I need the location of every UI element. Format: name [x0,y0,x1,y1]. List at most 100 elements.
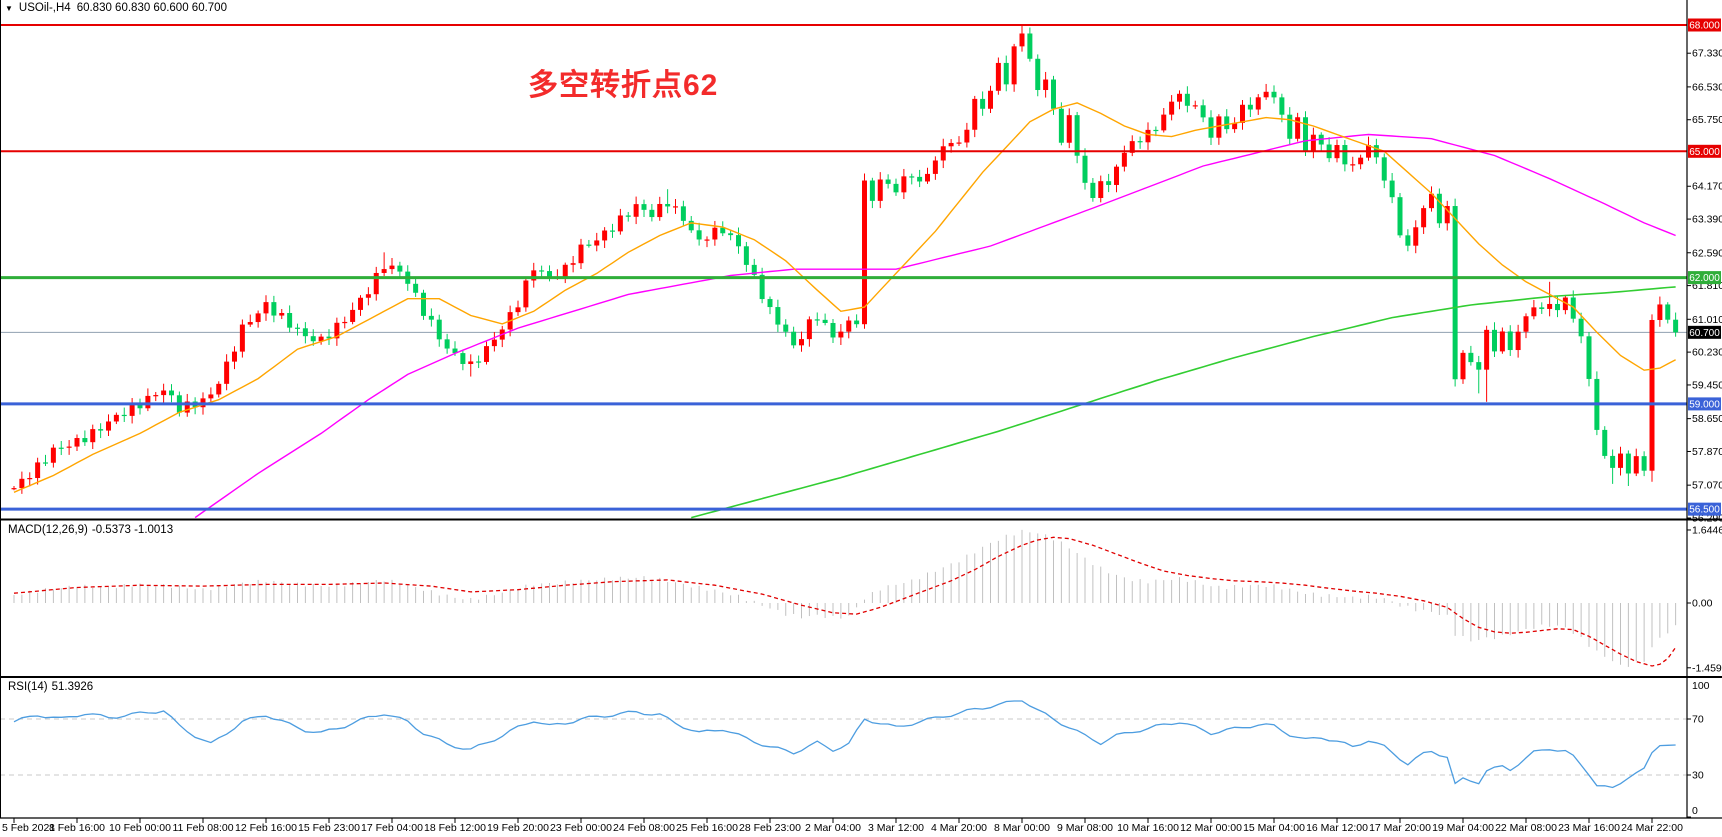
candle [1098,181,1104,198]
candle [610,230,615,232]
candle [570,263,576,265]
candle [869,180,875,201]
candle [421,292,426,316]
candle [1035,58,1041,91]
candle [1657,304,1663,320]
macd-indicator-label: MACD(12,26,9) -0.5373 -1.0013 [8,524,173,536]
price-tick-label: 59.450 [1692,379,1722,391]
date-label: 10 Mar 16:00 [1117,822,1179,834]
candle [1043,79,1049,91]
symbol-dropdown-arrow-icon[interactable]: ▼ [5,3,13,13]
price-tick-label: 57.070 [1692,480,1722,492]
candle [1539,307,1545,309]
candle [1066,115,1072,143]
candle [783,324,789,332]
candle [854,320,860,325]
candle [1090,182,1096,198]
price-badge-label: 56.500 [1689,505,1720,516]
candle [964,129,970,143]
candle [775,307,781,325]
candle [696,230,702,240]
candle [208,394,214,399]
candle [657,203,663,218]
date-label: 19 Feb 20:00 [487,822,549,834]
candle [98,429,104,431]
candle [1499,331,1505,352]
candle [814,319,820,321]
candle [334,322,340,339]
candle [1106,181,1112,185]
candle [1310,134,1316,151]
price-level-badge [1688,18,1721,32]
candle [279,312,285,316]
rsi-axis-label: 0 [1692,805,1698,817]
candle [436,319,442,340]
candle [649,209,655,218]
candle [27,478,33,480]
date-label: 5 Feb 2021 [2,822,55,834]
candle [145,395,151,409]
candle [1051,79,1056,109]
price-tick-label: 66.530 [1692,81,1722,93]
candle [1641,456,1647,471]
candle [901,176,907,193]
candle [1523,316,1529,332]
candle [862,180,867,325]
candle [1476,362,1482,370]
candle [1342,145,1348,165]
candle [1358,157,1364,165]
price-tick-label: 58.650 [1692,413,1722,425]
candle [751,264,757,275]
candle [680,206,686,221]
candle [1216,116,1222,138]
candle [113,414,119,422]
macd-axis-label: 1.6446 [1692,524,1722,536]
candle [806,319,812,340]
candlesticks [11,24,1679,494]
candle [791,331,797,346]
candle [1492,329,1497,352]
ma-green-line [691,286,1676,519]
candle [389,265,395,270]
date-label: 24 Feb 08:00 [613,822,675,834]
macd-axis-label: 0.00 [1692,598,1713,610]
candle [893,183,899,193]
candle [365,294,371,298]
date-label: 8 Feb 16:00 [49,822,105,834]
date-label: 10 Feb 00:00 [109,822,171,834]
candle [1429,193,1434,209]
candle [515,307,521,313]
candle [1413,227,1419,246]
candle [759,274,765,300]
candle [1303,117,1308,151]
candle [295,327,300,329]
rsi-axis-label: 30 [1692,770,1704,782]
price-tick-label: 60.230 [1692,347,1722,359]
candle [877,179,883,201]
candle [1405,235,1411,246]
price-level-badge [1688,397,1721,411]
candle [484,346,489,362]
candle [1531,307,1537,317]
candle [326,336,332,339]
date-label: 17 Feb 04:00 [361,822,423,834]
candle [1184,93,1190,106]
candle [1515,331,1521,351]
date-label: 23 Feb 00:00 [550,822,612,834]
candle [1114,166,1119,185]
rsi-value: 51.3926 [51,681,94,693]
candle [1279,97,1285,115]
ma-magenta-line [194,133,1676,519]
ma-orange-line [13,102,1676,493]
candle [468,361,474,364]
candle [1562,297,1568,311]
date-label: 17 Mar 20:00 [1369,822,1431,834]
date-label: 22 Mar 08:00 [1495,822,1557,834]
ohlc-values: 60.830 60.830 60.600 60.700 [76,2,227,14]
candle [35,462,41,479]
candle [1547,303,1553,309]
symbol-label: USOil-,H4 [18,2,71,14]
candle [224,361,230,384]
candle [728,233,734,236]
